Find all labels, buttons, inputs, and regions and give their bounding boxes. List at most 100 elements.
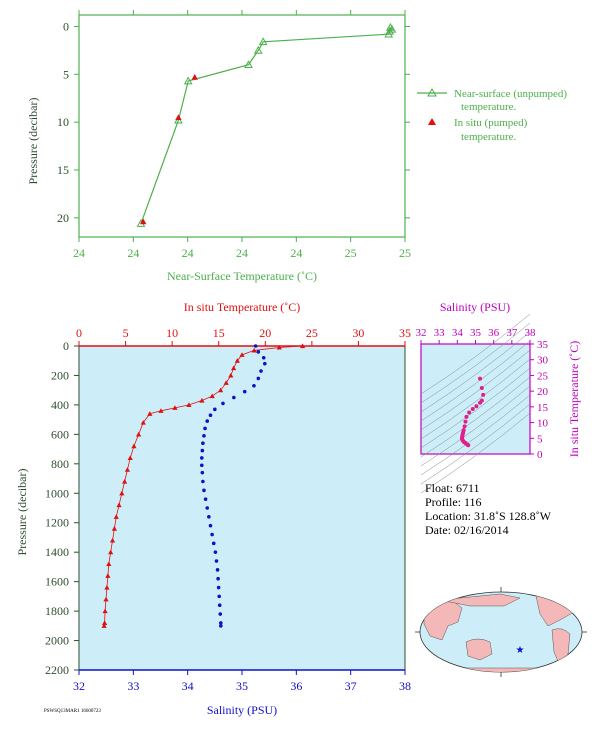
salinity-point [218,612,223,616]
near-surface-point [183,76,193,85]
temperature-point [228,372,234,378]
salinity-tick-label: 36 [290,679,302,693]
near-surface-x-axis: 24 24 24 24 24 25 25 [73,10,411,260]
temperature-point [234,358,240,363]
legend-triangle-red-icon [428,118,436,125]
location-map: ★ [415,587,587,677]
ts-point [478,400,483,405]
salinity-point [232,395,236,400]
pressure-tick-label: 1800 [45,604,69,618]
ts-x-tick-label: 32 [416,327,427,339]
salinity-axis: 32 33 34 35 36 37 38 [73,670,411,693]
salinity-tick-label: 37 [345,679,357,693]
salinity-point [205,419,210,423]
profile-y-label: Pressure (decibar) [15,469,29,556]
near-surface-x-tick-label: 24 [127,246,139,260]
ts-point [462,424,467,429]
temperature-tick-label: 20 [259,326,271,340]
ts-diagram: 32 33 34 35 36 37 38 0 5 10 15 20 25 30 35 Salinity (… [416,300,581,494]
pressure-tick-label: 1000 [45,486,69,500]
salinity-point [208,413,213,418]
ts-x-tick-label: 37 [506,327,518,339]
temperature-point [119,490,125,496]
near-surface-x-tick-label: 25 [399,246,411,260]
salinity-point [205,506,210,510]
temperature-point [122,478,128,484]
temperature-point [239,352,245,357]
salinity-point [256,350,261,354]
salinity-point [253,344,258,348]
salinity-point [200,448,205,453]
salinity-axis-label: Salinity (PSU) [207,703,277,717]
salinity-point [207,515,211,519]
near-surface-point [253,45,263,54]
temperature-point [113,514,119,519]
salinity-point [203,497,208,501]
salinity-point [203,426,207,431]
in-situ-point [175,114,182,120]
ts-point [478,376,483,381]
salinity-point [217,603,222,607]
ts-point [467,410,472,415]
profile-chart: 0 5 10 15 20 25 30 35 32 33 34 35 36 37 38 0 200 400 600… [15,300,411,717]
temperature-point [124,467,131,472]
near-surface-x-label: Near-Surface Temperature (˚C) [167,269,317,283]
ts-x-tick-label: 35 [470,327,482,339]
ts-x-tick-label: 34 [452,327,464,339]
salinity-tick-label: 38 [399,679,411,693]
pressure-tick-label: 200 [51,368,69,382]
salinity-point [201,441,205,446]
temperature-point [116,502,122,508]
density-contour [420,367,531,449]
salinity-tick-label: 34 [182,679,194,693]
temperature-tick-label: 35 [399,326,411,340]
pressure-tick-label: 1400 [45,545,69,559]
map-antarctica-land [439,667,561,672]
map-north-land [439,593,521,607]
temperature-series-line [103,345,303,626]
temperature-series-markers [101,343,306,628]
density-contour [420,385,531,467]
near-surface-x-tick-label: 24 [236,246,248,260]
float-info: Float: 6711 Profile: 116 Location: 31.8˚… [425,481,552,537]
near-surface-y-tick-label: 5 [63,67,69,81]
salinity-point [213,550,218,554]
pressure-tick-label: 800 [51,457,69,471]
ts-point [463,419,468,424]
ts-point [466,443,471,448]
density-contour [420,322,531,404]
temperature-point [106,561,112,567]
temperature-point [172,405,178,410]
legend-label-unpumped-1: Near-surface (unpumped) [454,88,567,100]
temperature-point [104,584,110,590]
pressure-tick-label: 1600 [45,575,69,589]
salinity-point [214,559,219,563]
near-surface-chart: 24 24 24 24 24 25 25 0 5 10 15 20 Pressure (deciba… [26,10,411,283]
near-surface-y-tick-label: 20 [57,211,69,225]
salinity-point [216,576,220,581]
salinity-point [210,532,214,537]
ts-y-label: In situ Temperature (˚C) [567,341,581,458]
temperature-axis: 0 5 10 15 20 25 30 35 [76,326,411,346]
temperature-point [131,443,137,449]
near-surface-point [385,26,395,35]
temperature-point [105,573,111,578]
salinity-point [221,401,225,406]
salinity-tick-label: 35 [236,679,248,693]
salinity-point [211,541,216,546]
salinity-point [256,376,261,381]
density-contour [420,331,531,413]
salinity-point [217,594,221,599]
density-contour [420,349,531,431]
near-surface-point [384,29,394,38]
ts-title: Salinity (PSU) [440,300,510,314]
temperature-point [186,402,192,407]
salinity-point [252,383,256,388]
temperature-point [276,344,282,350]
ts-salinity-axis: 32 33 34 35 36 37 38 [416,327,536,344]
map-ticks [415,587,587,677]
ts-y-tick-label: 10 [537,418,549,430]
temperature-point [209,393,215,399]
salinity-point [201,479,205,484]
near-surface-y-axis: 0 5 10 15 20 [57,19,410,225]
